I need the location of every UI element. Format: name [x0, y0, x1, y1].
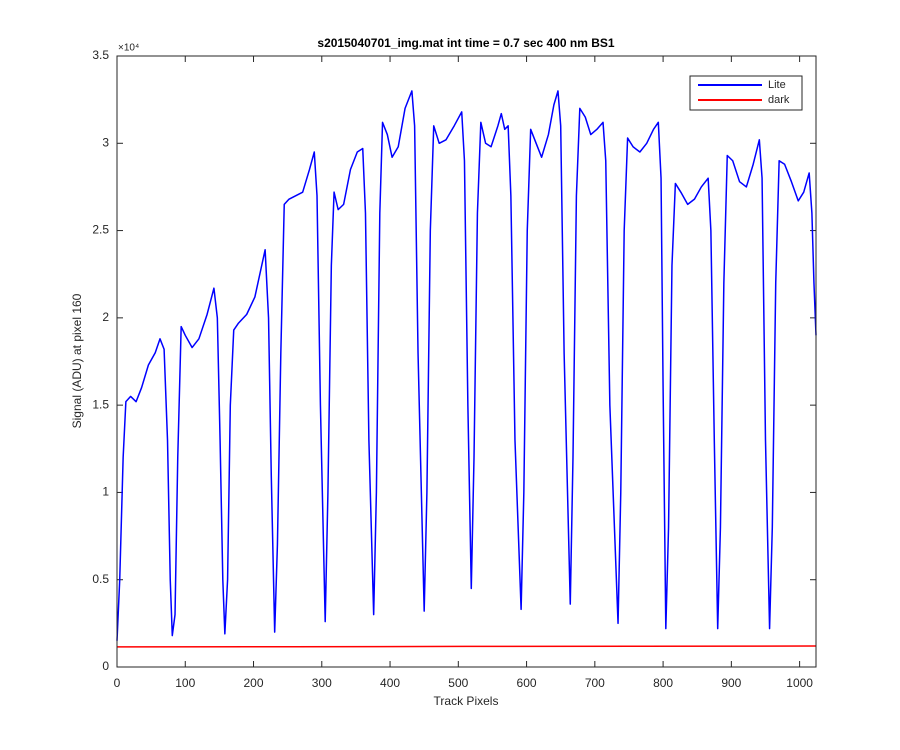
x-tick-label: 500	[448, 676, 468, 690]
y-tick-label: 2.5	[92, 223, 109, 237]
line-series	[116, 90, 817, 641]
x-tick-label: 400	[380, 676, 400, 690]
x-tick-label: 700	[585, 676, 605, 690]
y-tick-label: 3	[102, 135, 109, 149]
line-series	[116, 645, 817, 648]
plot-area	[117, 56, 816, 667]
y-axis-label: Signal (ADU) at pixel 160	[70, 293, 84, 428]
x-tick-label: 900	[721, 676, 741, 690]
x-tick-label: 800	[653, 676, 673, 690]
legend-box	[689, 75, 803, 111]
y-tick-label: 0.5	[92, 572, 109, 586]
y-tick-label: 0	[102, 659, 109, 673]
chart-title: s2015040701_img.mat int time = 0.7 sec 4…	[317, 36, 615, 50]
axes-box	[116, 55, 817, 668]
x-tick-label: 300	[312, 676, 332, 690]
legend-label: dark	[768, 94, 790, 106]
y-tick-label: 2	[102, 310, 109, 324]
y-tick-label: 3.5	[92, 48, 109, 62]
x-tick-label: 0	[114, 676, 121, 690]
x-tick-label: 200	[244, 676, 264, 690]
y-exponent: ×10⁴	[118, 43, 139, 54]
y-tick-label: 1	[102, 485, 109, 499]
legend-label: Lite	[768, 79, 786, 91]
y-tick-label: 1.5	[92, 397, 109, 411]
x-tick-label: 1000	[786, 676, 813, 690]
x-tick-label: 100	[175, 676, 195, 690]
x-axis-label: Track Pixels	[434, 694, 499, 708]
x-tick-label: 600	[517, 676, 537, 690]
